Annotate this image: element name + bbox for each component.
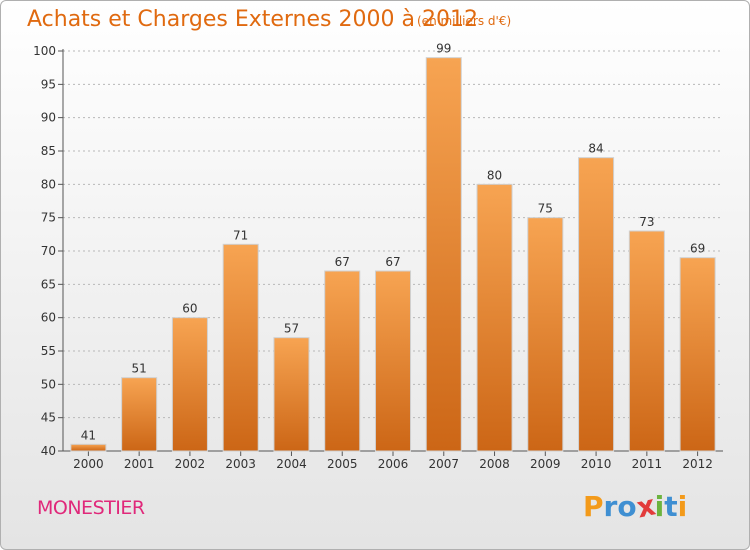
y-tick-label: 85 [41, 144, 56, 158]
y-tick-label: 40 [41, 444, 56, 458]
bars [70, 57, 716, 452]
y-tick-label: 55 [41, 344, 56, 358]
y-tick-label: 80 [41, 177, 56, 191]
data-label: 41 [81, 428, 96, 442]
data-label: 99 [436, 42, 451, 56]
x-tick-label: 2009 [530, 457, 561, 471]
y-tick-label: 75 [41, 211, 56, 225]
logo-letter: r [603, 490, 618, 523]
data-label: 57 [284, 322, 299, 336]
y-tick-label: 100 [33, 44, 56, 58]
logo-letter: t [664, 490, 678, 523]
x-tick-label: 2006 [378, 457, 409, 471]
x-tick-label: 2005 [327, 457, 358, 471]
bar-2008 [476, 183, 513, 452]
commune-name: MONESTIER [37, 497, 145, 519]
x-tick-label: 2001 [124, 457, 155, 471]
bar-2006 [374, 270, 412, 452]
x-tick-label: 2007 [428, 457, 459, 471]
chart-title: Achats et Charges Externes 2000 à 2012 [27, 7, 478, 32]
x-tick-label: 2004 [276, 457, 307, 471]
x-tick-label: 2003 [225, 457, 256, 471]
x-tick-label: 2008 [479, 457, 510, 471]
bar-2005 [324, 270, 361, 452]
data-label: 51 [132, 362, 147, 376]
logo-letter: o [617, 490, 637, 523]
bar-2009 [527, 217, 564, 452]
data-label: 69 [690, 242, 705, 256]
proxiti-logo: Proxiti [583, 488, 688, 524]
bar-2012 [679, 257, 716, 452]
y-tick-label: 70 [41, 244, 56, 258]
bar-2007 [425, 57, 462, 452]
x-tick-label: 2012 [682, 457, 713, 471]
bar-2002 [171, 317, 208, 452]
x-tick-label: 2000 [73, 457, 104, 471]
bar-2004 [273, 337, 310, 452]
data-label: 75 [538, 202, 553, 216]
data-label: 73 [639, 215, 654, 229]
data-label: 67 [335, 255, 350, 269]
y-tick-label: 60 [41, 311, 56, 325]
logo-letter: i [677, 490, 688, 523]
y-tick-label: 50 [41, 377, 56, 391]
bar-2000 [70, 443, 107, 452]
x-tick-label: 2011 [632, 457, 663, 471]
data-label: 84 [588, 142, 603, 156]
bar-2011 [628, 230, 665, 452]
y-tick-label: 95 [41, 77, 56, 91]
bar-2010 [578, 157, 615, 452]
y-tick-label: 65 [41, 277, 56, 291]
data-label: 71 [233, 228, 248, 242]
y-tick-label: 90 [41, 111, 56, 125]
data-label: 60 [182, 302, 197, 316]
labels: 40 45 50 55 60 65 70 75 80 85 90 95 100 41 2000 51 2001 6… [33, 42, 713, 471]
chart-subtitle: (en milliers d'€) [417, 14, 512, 28]
data-label: 80 [487, 168, 502, 182]
data-label: 67 [385, 255, 400, 269]
x-tick-label: 2010 [581, 457, 612, 471]
logo-letter: i [654, 490, 665, 523]
x-tick-label: 2002 [175, 457, 206, 471]
y-tick-label: 45 [41, 411, 56, 425]
logo-letter: P [583, 490, 604, 523]
bar-2001 [121, 377, 158, 452]
bar-2003 [222, 243, 259, 452]
